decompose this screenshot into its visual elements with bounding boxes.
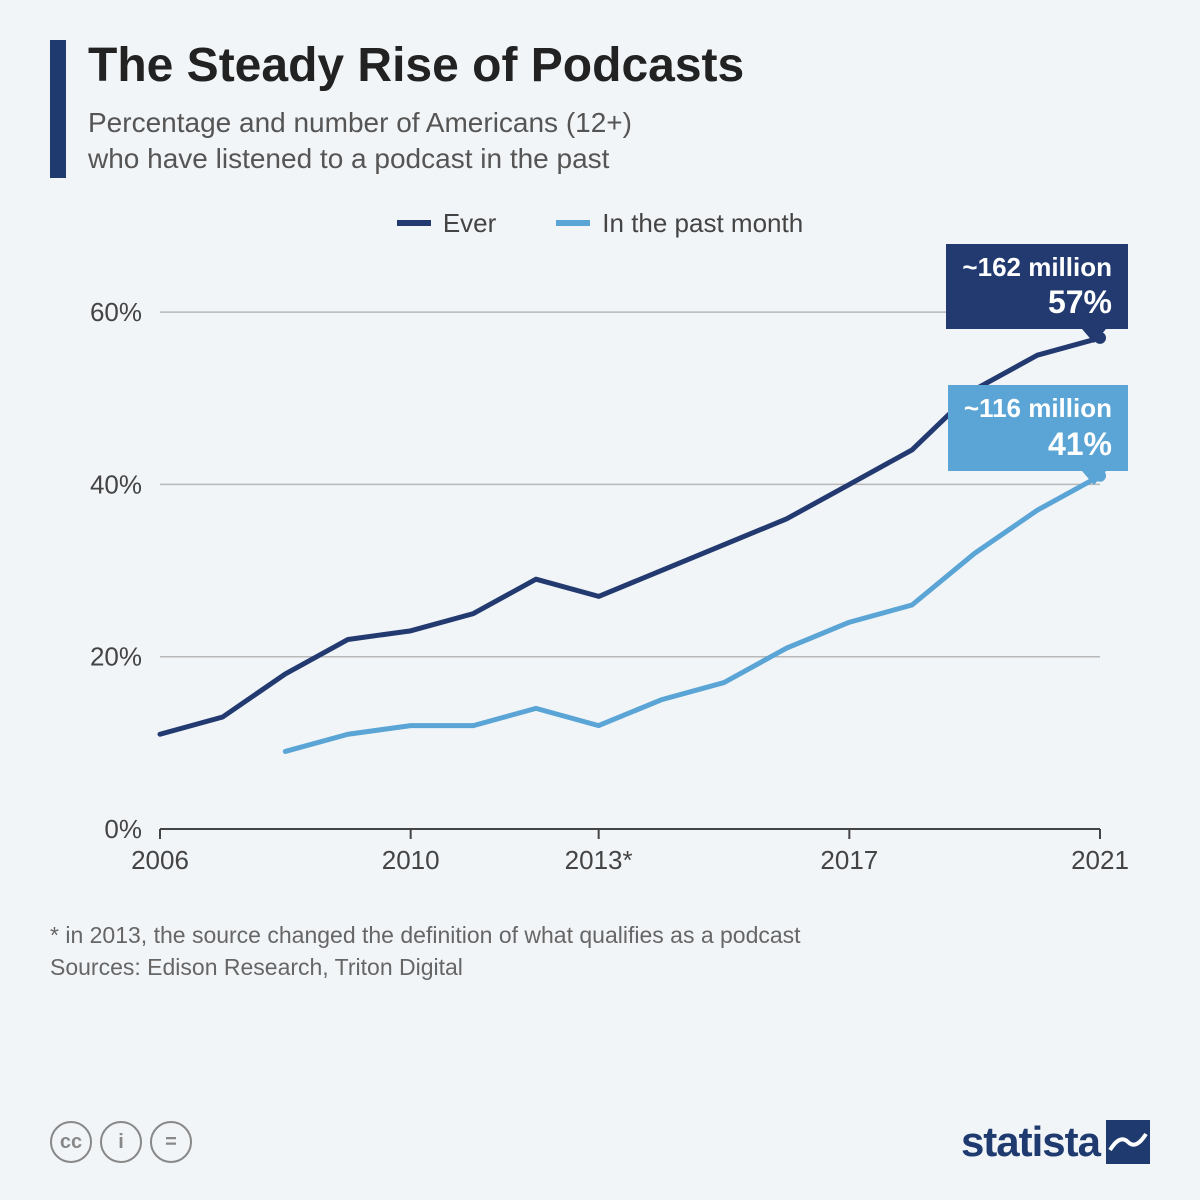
- svg-text:40%: 40%: [90, 469, 142, 499]
- legend-swatch-month: [556, 220, 590, 226]
- cc-icon: cc: [50, 1121, 92, 1163]
- callout-ever-pct: 57%: [1048, 284, 1112, 320]
- nd-icon: =: [150, 1121, 192, 1163]
- svg-text:2021: 2021: [1071, 845, 1129, 875]
- svg-text:2017: 2017: [820, 845, 878, 875]
- svg-text:0%: 0%: [104, 814, 142, 844]
- brand-wave-icon: [1106, 1120, 1150, 1164]
- callout-month-number: ~116 million: [964, 393, 1112, 424]
- svg-text:2010: 2010: [382, 845, 440, 875]
- legend-swatch-ever: [397, 220, 431, 226]
- svg-text:2006: 2006: [131, 845, 189, 875]
- legend-item-ever: Ever: [397, 208, 496, 239]
- chart-subtitle: Percentage and number of Americans (12+)…: [88, 105, 744, 178]
- chart-title: The Steady Rise of Podcasts: [88, 40, 744, 93]
- title-accent-bar: [50, 40, 66, 178]
- cc-icons: cc i =: [50, 1121, 192, 1163]
- brand-text: statista: [961, 1118, 1100, 1166]
- legend-label-ever: Ever: [443, 208, 496, 239]
- line-chart: 0% 20% 40% 60% 2006 2010 2013* 2017 2021: [50, 249, 1150, 889]
- legend-label-month: In the past month: [602, 208, 803, 239]
- legend: Ever In the past month: [50, 208, 1150, 239]
- by-icon: i: [100, 1121, 142, 1163]
- footnote-line1: * in 2013, the source changed the defini…: [50, 919, 1150, 951]
- callout-ever-number: ~162 million: [962, 252, 1112, 283]
- callout-month-pct: 41%: [1048, 426, 1112, 462]
- footer: cc i = statista: [50, 1118, 1150, 1166]
- chart-area: 0% 20% 40% 60% 2006 2010 2013* 2017 2021 ~162 mi…: [50, 249, 1150, 889]
- title-block: The Steady Rise of Podcasts Percentage a…: [50, 40, 1150, 178]
- svg-text:20%: 20%: [90, 641, 142, 671]
- brand-logo: statista: [961, 1118, 1150, 1166]
- footnote: * in 2013, the source changed the defini…: [50, 919, 1150, 983]
- svg-text:2013*: 2013*: [565, 845, 633, 875]
- svg-text:60%: 60%: [90, 297, 142, 327]
- callout-ever: ~162 million 57%: [946, 244, 1128, 330]
- footnote-line2: Sources: Edison Research, Triton Digital: [50, 951, 1150, 983]
- callout-month: ~116 million 41%: [948, 385, 1128, 471]
- legend-item-month: In the past month: [556, 208, 803, 239]
